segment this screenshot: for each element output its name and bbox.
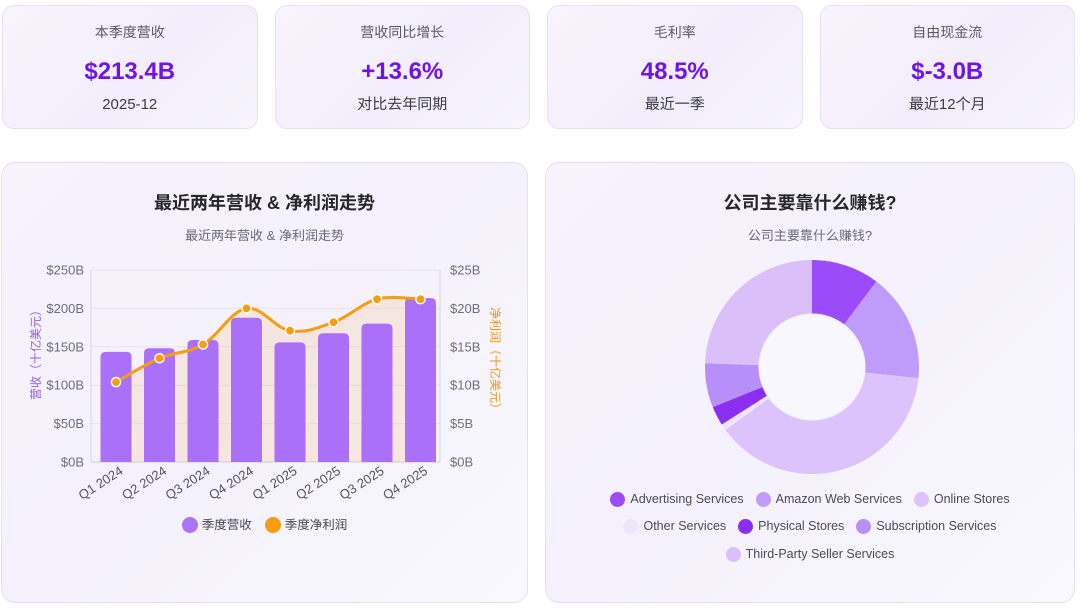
svg-text:Q3 2024: Q3 2024 [163,463,213,503]
svg-text:$15B: $15B [450,339,480,354]
svg-text:$250B: $250B [46,263,84,278]
svg-text:$0B: $0B [61,455,84,470]
svg-text:Q4 2025: Q4 2025 [380,463,430,503]
svg-text:$200B: $200B [46,301,84,316]
svg-text:Q2 2025: Q2 2025 [293,463,343,503]
svg-text:$150B: $150B [46,339,84,354]
svg-text:Q3 2025: Q3 2025 [337,463,387,503]
svg-text:$20B: $20B [450,301,480,316]
svg-text:$5B: $5B [450,416,473,431]
svg-text:$100B: $100B [46,378,84,393]
svg-text:$50B: $50B [54,416,84,431]
svg-text:$0B: $0B [450,455,473,470]
svg-text:$25B: $25B [450,263,480,278]
svg-text:Q2 2024: Q2 2024 [119,463,169,503]
svg-text:$10B: $10B [450,378,480,393]
svg-text:Q1 2025: Q1 2025 [250,463,300,503]
svg-text:Q4 2024: Q4 2024 [206,463,256,503]
